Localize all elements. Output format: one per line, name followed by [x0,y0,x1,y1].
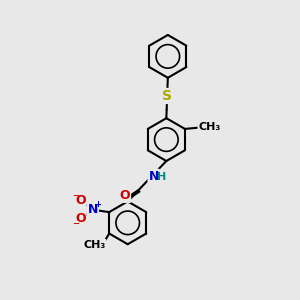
Text: −: − [72,191,79,200]
Text: O: O [75,194,86,207]
Text: −: − [72,219,79,228]
Text: H: H [157,172,166,182]
Text: N: N [148,170,159,183]
Text: S: S [162,89,172,103]
Text: O: O [75,212,86,225]
Text: +: + [94,200,101,209]
Text: N: N [88,203,98,216]
Text: CH₃: CH₃ [83,240,105,250]
Text: CH₃: CH₃ [198,122,221,132]
Text: O: O [119,189,130,202]
